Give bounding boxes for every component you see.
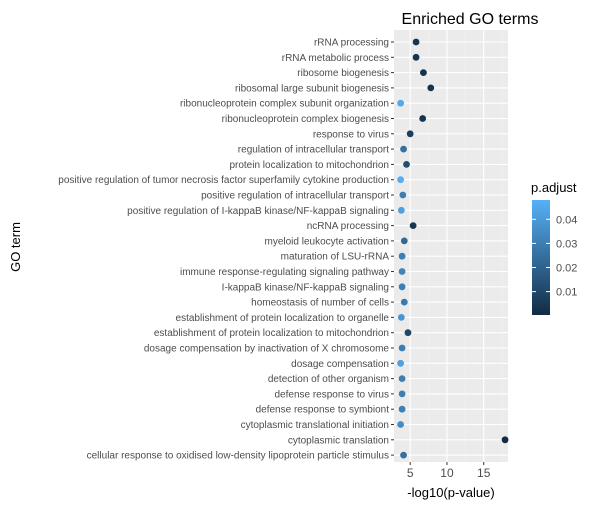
data-point [399, 345, 406, 352]
data-point [400, 146, 407, 153]
data-point [405, 329, 412, 336]
y-tick-label: positive regulation of I-kappaB kinase/N… [127, 206, 389, 217]
y-tick-label: ribosomal large subunit biogenesis [235, 83, 389, 94]
y-tick-label: ncRNA processing [307, 221, 389, 232]
y-tick-label: establishment of protein localization to… [176, 313, 390, 324]
data-point [407, 130, 414, 137]
data-point [398, 314, 405, 321]
x-tick-label: 5 [407, 466, 414, 480]
y-axis-ticks: rRNA processing rRNA metabolic process rib… [58, 38, 394, 462]
legend-tick-label: 0.01 [556, 287, 577, 299]
y-tick-label: dosage compensation by inactivation of X… [144, 344, 390, 355]
data-point [397, 176, 404, 183]
y-tick-label: detection of other organism [268, 374, 389, 385]
data-point [397, 421, 404, 428]
y-tick-label: ribonucleoprotein complex subunit organi… [180, 99, 389, 110]
data-point [400, 452, 407, 459]
legend-tick-label: 0.03 [556, 238, 577, 250]
x-axis-ticks: 5 10 15 [407, 462, 491, 480]
y-tick-label: cytoplasmic translational initiation [241, 420, 389, 431]
data-point [398, 207, 405, 214]
data-point [399, 192, 406, 199]
legend-tick-label: 0.04 [556, 214, 577, 226]
data-point [419, 115, 426, 122]
y-tick-label: I-kappaB kinase/NF-kappaB signaling [222, 282, 389, 293]
y-tick-label: cytoplasmic translation [288, 435, 389, 446]
data-point [413, 54, 420, 61]
y-tick-label: rRNA processing [314, 38, 389, 49]
y-tick-label: positive regulation of tumor necrosis fa… [58, 175, 389, 186]
data-point [399, 268, 406, 275]
data-point [399, 406, 406, 413]
y-tick-label: ribonucleoprotein complex biogenesis [222, 114, 389, 125]
x-axis-label: -log10(p-value) [407, 485, 494, 500]
color-legend: p.adjust 0.04 0.03 0.02 0.01 [531, 180, 577, 315]
y-tick-label: rRNA metabolic process [282, 53, 389, 64]
data-point [401, 238, 408, 245]
data-point [399, 391, 406, 398]
data-point [413, 39, 420, 46]
y-tick-label: defense response to symbiont [256, 405, 390, 416]
y-tick-label: establishment of protein localization to… [154, 328, 389, 339]
y-tick-label: dosage compensation [291, 359, 389, 370]
data-point [397, 100, 404, 107]
data-point [401, 299, 408, 306]
y-axis-label: GO term [8, 222, 23, 272]
y-tick-label: ribosome biogenesis [297, 68, 389, 79]
legend-title: p.adjust [531, 180, 577, 195]
x-tick-label: 10 [440, 466, 454, 480]
y-tick-label: maturation of LSU-rRNA [281, 252, 390, 263]
y-tick-label: myeloid leukocyte activation [264, 236, 389, 247]
y-tick-label: homeostasis of number of cells [251, 298, 389, 309]
legend-tick-label: 0.02 [556, 263, 577, 275]
data-point [399, 375, 406, 382]
y-tick-label: response to virus [313, 129, 389, 140]
y-tick-label: regulation of intracellular transport [238, 145, 389, 156]
data-point [502, 436, 509, 443]
data-point [397, 360, 404, 367]
data-point [399, 283, 406, 290]
data-point [420, 69, 427, 76]
y-tick-label: immune response-regulating signaling pat… [180, 267, 389, 278]
legend-colorbar [532, 200, 550, 315]
y-tick-label: positive regulation of intracellular tra… [201, 191, 389, 202]
plot-panel [394, 30, 508, 462]
y-tick-label: protein localization to mitochondrion [229, 160, 389, 171]
y-tick-label: defense response to virus [274, 389, 389, 400]
chart-title: Enriched GO terms [402, 11, 539, 28]
data-point [427, 85, 434, 92]
data-point [399, 253, 406, 260]
x-tick-label: 15 [477, 466, 491, 480]
data-point [410, 222, 417, 229]
y-tick-label: cellular response to oxidised low-densit… [87, 451, 389, 462]
data-point [403, 161, 410, 168]
